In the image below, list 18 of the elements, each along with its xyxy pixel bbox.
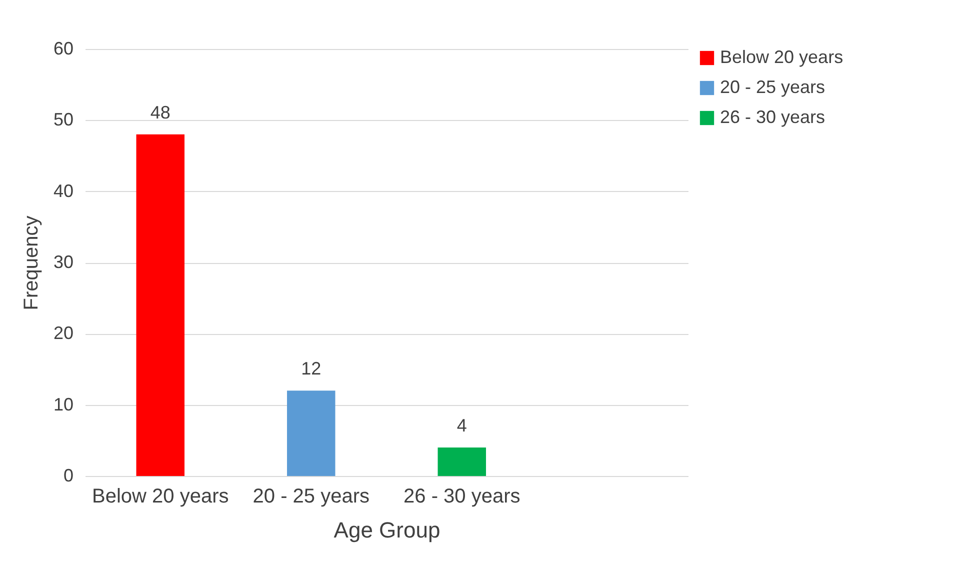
legend-label: Below 20 years (720, 47, 844, 67)
y-tick-label: 50 (53, 110, 74, 130)
y-tick-label: 10 (53, 394, 74, 414)
data-label: 48 (150, 102, 170, 122)
y-tick-label: 0 (63, 466, 74, 486)
data-label: 12 (301, 358, 322, 379)
y-tick-label: 40 (53, 180, 74, 201)
y-tick-label: 30 (53, 252, 74, 272)
x-tick-label: 26 - 30 years (404, 486, 520, 508)
y-axis-title: Frequency (20, 216, 42, 310)
x-tick-label: 20 - 25 years (252, 486, 370, 508)
legend-label: 20 - 25 years (720, 77, 826, 97)
legend-label: 26 - 30 years (720, 107, 826, 127)
x-axis-title: Age Group (334, 518, 440, 542)
data-label: 4 (456, 416, 467, 436)
y-tick-label: 20 (53, 323, 74, 344)
x-tick-label: Below 20 years (92, 486, 229, 508)
y-tick-label: 60 (53, 38, 74, 58)
